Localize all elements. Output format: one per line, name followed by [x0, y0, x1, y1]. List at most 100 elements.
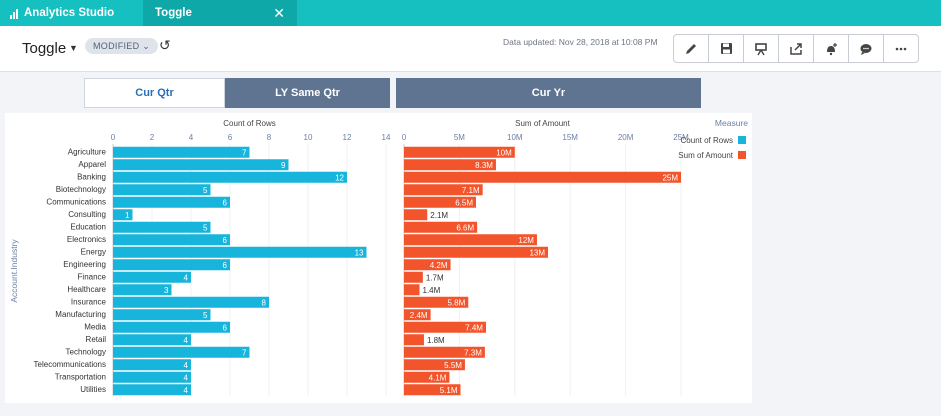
- edit-icon: [686, 43, 696, 54]
- data-label: 1: [125, 211, 130, 220]
- data-label: 6: [223, 261, 228, 270]
- data-label: 12: [335, 173, 344, 182]
- close-icon[interactable]: ✕: [273, 5, 285, 21]
- app-launcher[interactable]: Analytics Studio: [0, 0, 143, 26]
- bar: [113, 334, 191, 346]
- legend-item-label: Sum of Amount: [678, 151, 733, 160]
- save-icon: [720, 43, 732, 54]
- bar: [404, 171, 681, 183]
- toggle-cur-qtr[interactable]: Cur Qtr: [84, 78, 225, 108]
- tick-label: 10: [304, 133, 313, 142]
- bar: [404, 321, 486, 333]
- category-label: Apparel: [78, 160, 106, 169]
- data-label: 4: [184, 373, 189, 382]
- category-label: Utilities: [80, 385, 106, 394]
- dashboard-header: Toggle ▼ MODIFIED ⌄ ↺ Data updated: Nov …: [0, 26, 941, 72]
- data-label: 9: [281, 161, 286, 170]
- tick-label: 5M: [454, 133, 465, 142]
- data-label: 6.6M: [456, 223, 474, 232]
- toggle-group-year: Cur Yr: [396, 78, 701, 108]
- present-button[interactable]: [744, 35, 779, 62]
- status-badge[interactable]: MODIFIED ⌄: [85, 38, 159, 54]
- bar: [113, 184, 211, 196]
- data-label: 25M: [662, 173, 678, 182]
- tick-label: 0: [402, 133, 407, 142]
- category-label: Engineering: [63, 260, 106, 269]
- data-updated-text: Data updated: Nov 28, 2018 at 10:08 PM: [503, 37, 658, 47]
- bar: [404, 271, 423, 283]
- bar: [404, 246, 549, 258]
- data-label: 5: [203, 223, 208, 232]
- bar: [404, 359, 465, 371]
- bar-chart: Account.Industry Agriculture Apparel Bankin…: [9, 118, 748, 396]
- chevron-down-icon[interactable]: ▼: [69, 43, 78, 53]
- legend-swatch: [738, 151, 746, 159]
- bar: [113, 384, 191, 396]
- data-label: 6.5M: [455, 198, 473, 207]
- data-label: 4.1M: [429, 373, 447, 382]
- comment-button[interactable]: [849, 35, 884, 62]
- data-label: 8.3M: [475, 161, 493, 170]
- status-badge-label: MODIFIED: [93, 41, 140, 51]
- bar: [113, 296, 269, 308]
- more-button[interactable]: [884, 35, 918, 62]
- tick-label: 20M: [618, 133, 634, 142]
- data-label: 6: [223, 198, 228, 207]
- chart-panel: Account.Industry Agriculture Apparel Bankin…: [5, 113, 752, 403]
- undo-icon[interactable]: ↺: [159, 37, 171, 53]
- data-label: 12M: [518, 236, 534, 245]
- bar: [404, 196, 477, 208]
- category-label: Insurance: [71, 298, 107, 307]
- data-label: 13: [355, 248, 364, 257]
- bar: [113, 321, 230, 333]
- edit-button[interactable]: [674, 35, 709, 62]
- bar: [113, 221, 211, 233]
- bar: [404, 346, 485, 358]
- save-button[interactable]: [709, 35, 744, 62]
- bar: [113, 196, 230, 208]
- tick-label: 6: [228, 133, 233, 142]
- category-label: Media: [84, 323, 106, 332]
- panel-title: Sum of Amount: [515, 119, 570, 128]
- bar: [113, 371, 191, 383]
- page-title: Toggle: [22, 40, 67, 57]
- data-label: 7.3M: [464, 348, 482, 357]
- data-label: 5: [203, 186, 208, 195]
- bar: [113, 234, 230, 246]
- category-label: Finance: [78, 273, 107, 282]
- category-label: Energy: [81, 248, 106, 257]
- category-label: Electronics: [67, 235, 106, 244]
- data-label: 7.1M: [462, 186, 480, 195]
- toolbar: [673, 34, 919, 63]
- toggle-cur-yr[interactable]: Cur Yr: [396, 78, 701, 108]
- data-label: 3: [164, 286, 169, 295]
- data-label: 7: [242, 148, 247, 157]
- data-label: 5.1M: [440, 386, 458, 395]
- data-label: 4: [184, 386, 189, 395]
- tab-toggle[interactable]: Toggle ✕: [143, 0, 297, 26]
- global-tab-bar: Analytics Studio Toggle ✕: [0, 0, 941, 26]
- tick-label: 12: [343, 133, 352, 142]
- toggle-ly-same-qtr[interactable]: LY Same Qtr: [225, 78, 390, 108]
- share-button[interactable]: [779, 35, 814, 62]
- notify-icon: [827, 42, 837, 55]
- bar: [404, 284, 420, 296]
- legend-item-label: Count of Rows: [681, 136, 733, 145]
- data-label: 6: [223, 323, 228, 332]
- legend-title: Measure: [715, 118, 748, 128]
- notify-button[interactable]: [814, 35, 849, 62]
- data-label: 5.8M: [447, 298, 465, 307]
- category-label: Biotechnology: [56, 185, 106, 194]
- tick-label: 25M: [673, 133, 689, 142]
- category-label: Transportation: [55, 373, 106, 382]
- share-icon: [790, 42, 802, 55]
- category-label: Healthcare: [67, 285, 106, 294]
- bar: [404, 221, 478, 233]
- bar: [404, 259, 451, 271]
- bar: [113, 171, 347, 183]
- category-label: Telecommunications: [34, 360, 106, 369]
- bar: [404, 184, 483, 196]
- category-label: Retail: [86, 335, 107, 344]
- bar: [404, 159, 496, 171]
- panel-title: Count of Rows: [223, 119, 275, 128]
